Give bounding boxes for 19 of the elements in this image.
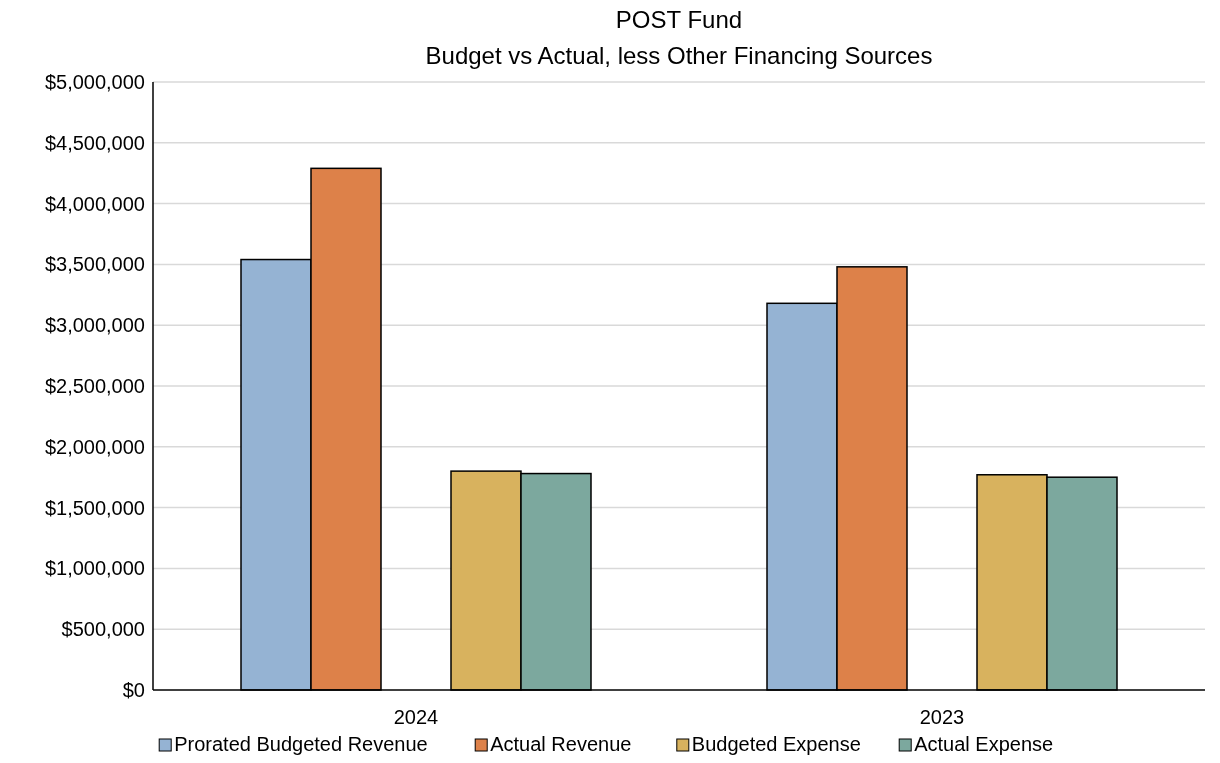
- y-tick-label: $5,000,000: [44, 71, 145, 93]
- legend-label: Actual Expense: [914, 733, 1054, 755]
- y-tick-label: $2,500,000: [44, 375, 145, 397]
- x-tick-label: 2023: [919, 706, 965, 728]
- y-tick-label: $4,500,000: [44, 131, 145, 154]
- y-tick-label: $1,000,000: [44, 557, 145, 580]
- legend-label: Budgeted Expense: [691, 733, 861, 755]
- y-tick-label: $500,000: [61, 618, 145, 641]
- legend-label: Prorated Budgeted Revenue: [174, 733, 428, 755]
- y-tick-label: $4,000,000: [44, 192, 145, 215]
- y-tick-label: $1,500,000: [44, 496, 145, 519]
- y-tick-label: $3,500,000: [44, 253, 145, 276]
- y-tick-label: $2,000,000: [44, 435, 145, 458]
- legend-label: Actual Revenue: [490, 733, 632, 755]
- chart-title: POST Fund: [615, 6, 743, 33]
- y-tick-label: $0: [122, 679, 145, 701]
- y-tick-label: $3,000,000: [44, 314, 145, 337]
- x-tick-label: 2024: [393, 706, 439, 728]
- chart-subtitle: Budget vs Actual, less Other Financing Sources: [425, 42, 933, 69]
